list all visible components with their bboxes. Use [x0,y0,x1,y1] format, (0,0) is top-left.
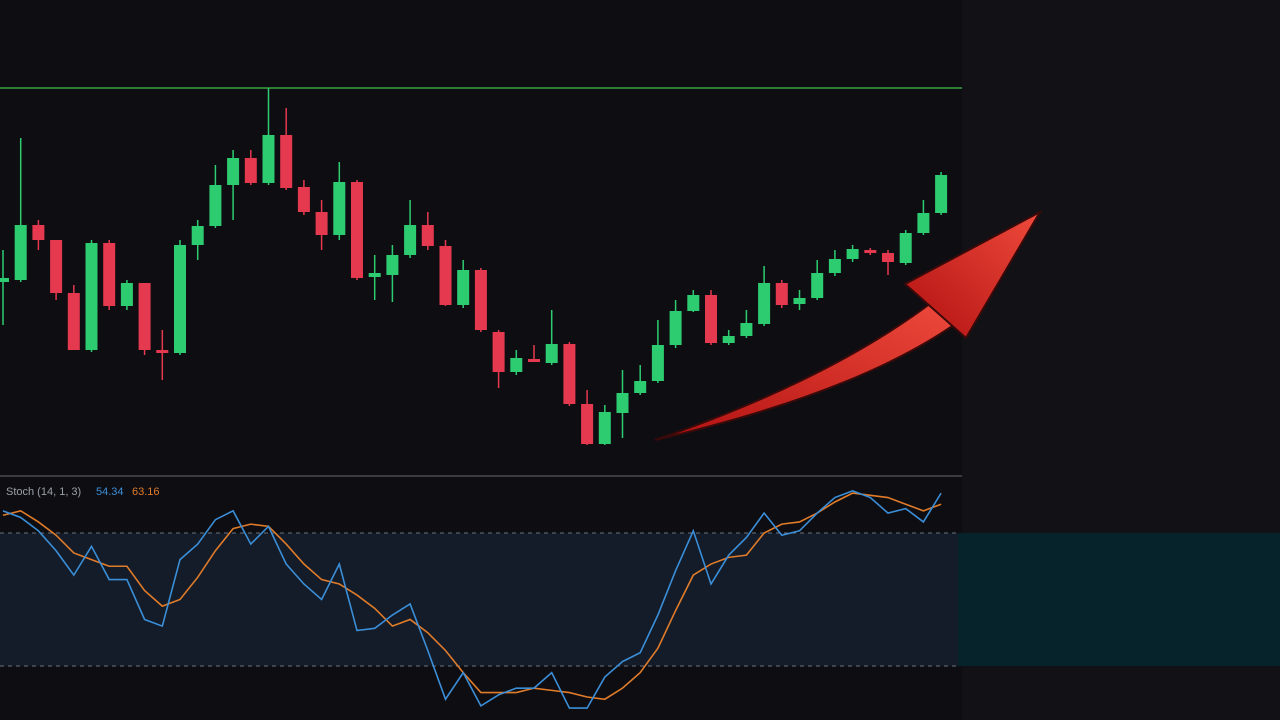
band-fill [0,533,958,666]
candle-body [315,212,328,235]
candle-body [828,259,841,273]
candle-body [50,240,63,293]
candle-body [191,226,204,245]
trend-arrow [654,209,1043,441]
candle-body [351,182,363,278]
candle-body [244,158,257,183]
candle-body [0,278,9,282]
candle-body [811,273,824,298]
candle-body [545,344,558,363]
candle-body [439,246,452,305]
candle-body [103,243,116,306]
candle-body [563,344,576,404]
candle-body [722,336,735,343]
candle-body [280,135,293,188]
candle-body [492,332,505,372]
candle-body [882,253,894,262]
candle-body [740,323,753,336]
candle-body [404,225,417,255]
candle-body [669,311,682,345]
candle-body [581,404,594,444]
candle-body [421,225,434,246]
candle-body [846,249,859,259]
candle-body [333,182,346,235]
candle-body [120,283,133,306]
d-value: 63.16 [132,486,160,498]
band-fill-right [958,533,1280,666]
candle-body [174,245,186,353]
arrow-head [903,209,1043,340]
candle-body [368,273,381,277]
candle-body [67,293,80,350]
candle-body [297,187,310,212]
stoch-line [2,492,942,701]
candle-body [935,175,948,213]
candle-body [262,135,275,183]
candle-body [758,283,771,324]
candle-body [634,381,647,393]
candle-body [793,298,806,304]
candle-body [651,345,664,381]
candle-body [687,295,700,311]
price-pane [0,87,962,445]
candle-body [386,255,399,275]
stoch-pane [0,490,1280,709]
candle-body [899,233,912,263]
stoch-line [2,490,942,709]
candle-body [457,270,470,305]
candle-body [616,393,629,413]
candle-body [510,358,523,372]
candle-body [227,158,240,185]
candle-body [705,295,717,343]
candle-body [32,225,45,240]
candle-body [474,270,487,330]
candle-body [85,243,98,350]
k-value: 54.34 [96,486,124,498]
candle-body [864,250,877,253]
indicator-title: Stoch (14, 1, 3) [6,486,81,498]
candle-body [598,412,611,444]
candle-body [775,283,788,305]
candle-body [156,350,169,353]
candle-body [138,283,151,350]
candle-body [917,213,930,233]
candle-body [14,225,27,280]
candle-body [209,185,222,226]
candle-body [528,359,540,362]
